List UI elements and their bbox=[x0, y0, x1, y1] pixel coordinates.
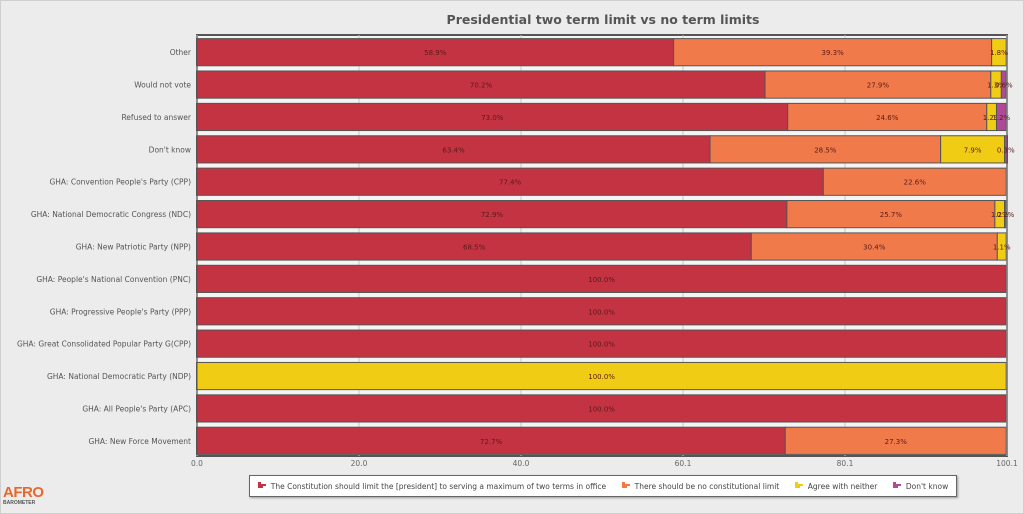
bar-segment bbox=[784, 426, 1007, 455]
data-label: 25.7% bbox=[880, 211, 903, 219]
data-label: 0.2% bbox=[996, 211, 1014, 219]
data-label: 100.0% bbox=[588, 276, 615, 284]
x-tick-label: 60.1 bbox=[675, 459, 692, 468]
bar-segment bbox=[196, 102, 789, 132]
logo-subtext: BAROMETER bbox=[3, 500, 36, 506]
bar-segment bbox=[196, 264, 1007, 293]
data-label: 7.9% bbox=[964, 146, 982, 154]
category-label: Don't know bbox=[149, 145, 191, 154]
bar-segment bbox=[196, 167, 824, 196]
chart-title: Presidential two term limit vs no term l… bbox=[446, 12, 760, 27]
bar-segment bbox=[196, 394, 1007, 423]
data-label: 1.2% bbox=[992, 114, 1010, 122]
x-tick-label: 40.0 bbox=[513, 459, 530, 468]
category-label: GHA: Great Consolidated Popular Party G(… bbox=[17, 340, 191, 349]
data-label: 1.3% bbox=[987, 82, 1005, 90]
category-label: Refused to answer bbox=[121, 113, 191, 122]
category-label: GHA: People's National Convention (PNC) bbox=[36, 275, 191, 284]
bar-segment bbox=[1000, 70, 1007, 99]
legend-label: The Constitution should limit the [presi… bbox=[270, 481, 607, 491]
x-tick-label: 100.1 bbox=[996, 459, 1018, 468]
data-label: 0.6% bbox=[995, 82, 1013, 90]
category-label: GHA: Convention People's Party (CPP) bbox=[49, 178, 191, 187]
bar-segment bbox=[1004, 200, 1007, 229]
category-label: Would not vote bbox=[134, 81, 191, 90]
bar-segment bbox=[940, 135, 1006, 164]
data-label: 1.2% bbox=[983, 114, 1001, 122]
x-tick-label: 0.0 bbox=[191, 459, 203, 468]
bar-segment bbox=[995, 102, 1007, 132]
x-tick-label: 80.1 bbox=[837, 459, 854, 468]
bar-segment bbox=[196, 297, 1007, 326]
category-label: GHA: National Democratic Congress (NDC) bbox=[31, 210, 191, 219]
data-label: 27.9% bbox=[867, 82, 890, 90]
legend-label: There should be no constitutional limit bbox=[634, 481, 780, 491]
data-label: 0.3% bbox=[997, 146, 1015, 154]
legend-item[interactable]: There should be no constitutional limit bbox=[621, 481, 780, 491]
bar-segment bbox=[196, 200, 788, 229]
legend-item[interactable]: The Constitution should limit the [presi… bbox=[257, 481, 607, 491]
data-label: 28.5% bbox=[814, 146, 837, 154]
data-label: 63.4% bbox=[442, 146, 465, 154]
category-label: GHA: Progressive People's Party (PPP) bbox=[50, 307, 191, 316]
x-tick-label: 20.0 bbox=[351, 459, 368, 468]
bar-segment bbox=[764, 70, 992, 99]
bar-segment bbox=[196, 361, 1007, 391]
bar-segment bbox=[991, 38, 1007, 67]
legend-swatch-icon bbox=[794, 482, 803, 490]
bar-segment bbox=[196, 70, 766, 99]
data-label: 24.6% bbox=[876, 114, 899, 122]
category-label: GHA: National Democratic Party (NDP) bbox=[47, 372, 191, 381]
data-label: 68.5% bbox=[463, 244, 486, 252]
legend-swatch-icon bbox=[621, 482, 630, 490]
data-label: 100.0% bbox=[588, 308, 615, 316]
data-label: 58.9% bbox=[424, 49, 447, 57]
legend-label: Don't know bbox=[905, 481, 949, 491]
data-label: 22.6% bbox=[904, 179, 927, 187]
legend-item[interactable]: Don't know bbox=[892, 481, 949, 491]
bar-segment bbox=[996, 232, 1007, 261]
bar-segment bbox=[196, 329, 1007, 358]
legend-swatch-icon bbox=[892, 482, 901, 490]
data-label: 100.0% bbox=[588, 405, 615, 413]
bar-segment bbox=[822, 167, 1007, 196]
data-label: 30.4% bbox=[863, 244, 886, 252]
data-label: 72.9% bbox=[481, 211, 504, 219]
category-label: GHA: New Force Movement bbox=[88, 437, 191, 446]
data-label: 100.0% bbox=[588, 341, 615, 349]
chart-legend: The Constitution should limit the [presi… bbox=[249, 475, 957, 497]
logo-text: AFRO bbox=[3, 484, 44, 501]
data-label: 1.2% bbox=[991, 211, 1009, 219]
legend-swatch-icon bbox=[257, 482, 266, 490]
data-label: 27.3% bbox=[885, 438, 908, 446]
category-label: Other bbox=[170, 48, 192, 57]
category-label: GHA: All People's Party (APC) bbox=[82, 404, 191, 413]
data-label: 39.3% bbox=[821, 49, 844, 57]
bar-segment bbox=[196, 38, 675, 67]
category-label: GHA: New Patriotic Party (NPP) bbox=[76, 243, 191, 252]
bar-segment bbox=[1004, 135, 1008, 164]
data-label: 1.1% bbox=[993, 244, 1011, 252]
data-label: 77.4% bbox=[499, 179, 522, 187]
bar-segment bbox=[673, 38, 993, 67]
data-label: 72.7% bbox=[480, 438, 503, 446]
data-label: 70.2% bbox=[470, 82, 493, 90]
bar-segment bbox=[196, 135, 711, 164]
legend-label: Agree with neither bbox=[807, 481, 878, 491]
data-label: 100.0% bbox=[588, 373, 615, 381]
data-label: 73.0% bbox=[481, 114, 504, 122]
legend-item[interactable]: Agree with neither bbox=[794, 481, 878, 491]
data-label: 1.8% bbox=[990, 49, 1008, 57]
afrobarometer-logo: AFRO BAROMETER bbox=[3, 485, 44, 506]
bar-segment bbox=[787, 102, 988, 132]
bar-segment bbox=[786, 200, 996, 229]
